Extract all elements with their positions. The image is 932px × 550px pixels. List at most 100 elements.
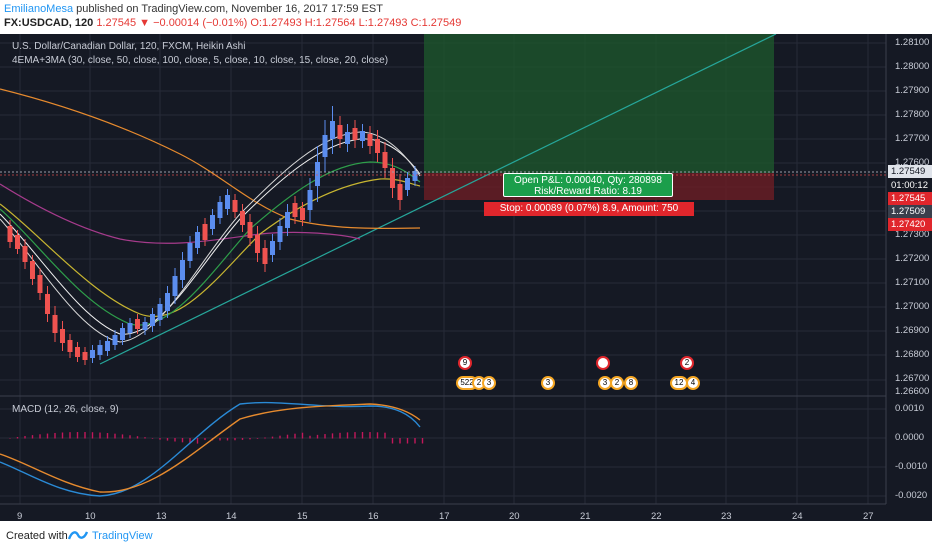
ma-orange [0, 88, 421, 230]
candle-body [180, 260, 185, 280]
y-tick: 1.28000 [895, 61, 930, 72]
event-marker[interactable]: 8 [624, 376, 638, 390]
macd-bar [301, 432, 304, 439]
event-canada-flag[interactable]: 2 [680, 356, 694, 370]
x-tick: 10 [85, 511, 96, 521]
candle-body [375, 139, 380, 153]
macd-bar [219, 438, 221, 441]
indicator-legend[interactable]: 4EMA+3MA (30, close, 50, close, 100, clo… [12, 55, 389, 66]
candle-body [345, 132, 350, 144]
signal-line [0, 403, 421, 493]
macd-bar [69, 432, 71, 439]
x-tick: 13 [156, 511, 167, 521]
macd-bar [331, 433, 334, 439]
x-tick: 24 [792, 511, 803, 521]
macd-bar [31, 435, 34, 439]
y-tick: 1.27300 [895, 229, 930, 240]
tradingview-brand-link[interactable]: TradingView [92, 530, 153, 542]
stop-label[interactable]: Stop: 0.00089 (0.07%) 8.9, Amount: 750 [484, 202, 694, 216]
event-marker[interactable]: 3 [482, 376, 496, 390]
candle-body [262, 248, 268, 264]
trend-line[interactable] [99, 34, 777, 365]
candle-body [352, 128, 358, 140]
macd-bar [354, 432, 356, 439]
candle-body [217, 202, 223, 218]
chart-canvas[interactable] [0, 34, 932, 521]
author-link[interactable]: EmilianoMesa [4, 3, 74, 15]
macd-bar [189, 438, 191, 444]
price-change: −0.00014 (−0.01%) [153, 17, 248, 29]
macd-tick: -0.0010 [895, 461, 928, 472]
candle-body [37, 275, 43, 293]
candle-body [60, 329, 65, 343]
x-tick: 9 [17, 511, 23, 521]
last-price-tag: 1.27545 [888, 192, 932, 205]
macd-bar [294, 433, 296, 439]
candle-body [367, 134, 373, 146]
macd-bar [159, 438, 161, 440]
ohlc-line: FX:USDCAD, 120 1.27545 ▼ −0.00014 (−0.01… [4, 17, 461, 29]
macd-bar [174, 438, 176, 442]
x-tick: 14 [226, 511, 237, 521]
candle-body [405, 178, 410, 190]
candle-body [75, 347, 80, 357]
y-tick: 1.26900 [895, 325, 930, 336]
candles[interactable] [7, 106, 418, 365]
chart-title: U.S. Dollar/Canadian Dollar, 120, FXCM, … [12, 41, 246, 52]
y-tick: 1.27800 [895, 109, 930, 120]
event-marker[interactable]: 2 [610, 376, 624, 390]
macd-bar [376, 432, 379, 439]
y-tick: 1.26800 [895, 349, 930, 360]
event-canada-flag[interactable] [596, 356, 610, 370]
candle-body [30, 261, 35, 279]
created-with-text: Created with [6, 530, 68, 542]
candle-body [67, 340, 73, 352]
macd-bar [406, 438, 409, 444]
event-marker[interactable]: 4 [686, 376, 700, 390]
macd-bar [91, 432, 94, 439]
macd-bar [61, 432, 64, 439]
x-tick: 15 [297, 511, 308, 521]
macd-bar [256, 438, 259, 439]
event-us-flag[interactable]: 3 [541, 376, 555, 390]
candle-body [165, 293, 170, 311]
macd-bar [339, 432, 341, 439]
y-tick: 1.27000 [895, 301, 930, 312]
candle-body [90, 350, 95, 358]
macd-bar [129, 435, 131, 439]
price-chart[interactable]: U.S. Dollar/Canadian Dollar, 120, FXCM, … [0, 34, 932, 521]
profit-zone[interactable] [424, 34, 774, 173]
symbol-label: FX:USDCAD, 120 [4, 17, 94, 29]
event-us-flag[interactable]: 3 [598, 376, 612, 390]
macd-bar [106, 433, 109, 439]
x-tick: 20 [509, 511, 520, 521]
open-value: O:1.27493 [250, 17, 302, 29]
event-canada-flag[interactable]: 9 [458, 356, 472, 370]
candle-body [135, 319, 140, 329]
y-tick: 1.27900 [895, 85, 930, 96]
candle-body [322, 135, 328, 157]
open-pnl-label[interactable]: Open P&L: 0.00040, Qty: 280898 Risk/Rewa… [503, 173, 673, 197]
macd-bar [181, 438, 184, 443]
candle-body [45, 294, 50, 314]
macd-bar [16, 437, 19, 439]
macd-bar [271, 436, 274, 439]
macd-bar [204, 438, 206, 441]
macd-bar [384, 432, 386, 439]
candle-body [195, 232, 200, 248]
candle-body [330, 121, 335, 139]
candle-body [15, 235, 20, 249]
x-tick: 23 [721, 511, 732, 521]
macd-bar [226, 438, 229, 441]
macd-bar [414, 438, 416, 444]
x-tick: 27 [863, 511, 874, 521]
high-value: H:1.27564 [304, 17, 356, 29]
macd-legend[interactable]: MACD (12, 26, close, 9) [12, 404, 119, 415]
macd-bar [324, 434, 326, 439]
macd-bar [369, 432, 371, 439]
candle-body [397, 184, 403, 200]
candle-body [240, 211, 245, 225]
candle-body [307, 190, 313, 210]
candle-body [187, 243, 193, 261]
open-pnl-text: Open P&L: 0.00040, Qty: 280898 [514, 175, 662, 186]
